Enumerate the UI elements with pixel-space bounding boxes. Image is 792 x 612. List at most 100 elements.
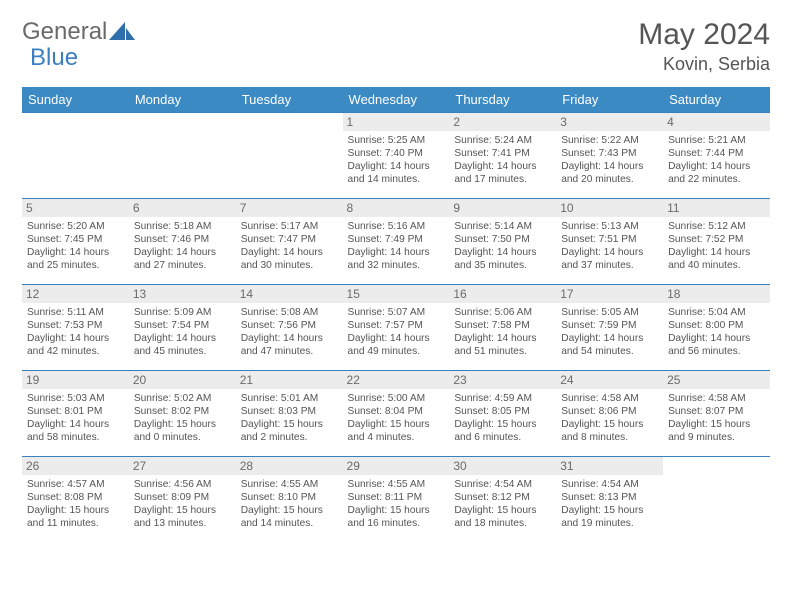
calendar-day: 7Sunrise: 5:17 AMSunset: 7:47 PMDaylight… — [236, 199, 343, 285]
day-detail: Sunrise: 5:13 AMSunset: 7:51 PMDaylight:… — [561, 220, 658, 272]
calendar-day: 25Sunrise: 4:58 AMSunset: 8:07 PMDayligh… — [663, 371, 770, 457]
day-detail: Sunrise: 5:01 AMSunset: 8:03 PMDaylight:… — [241, 392, 338, 444]
calendar-day: . — [129, 113, 236, 199]
day-detail: Sunrise: 5:16 AMSunset: 7:49 PMDaylight:… — [348, 220, 445, 272]
day-number: 20 — [129, 371, 236, 389]
day-number: 11 — [663, 199, 770, 217]
calendar-day: 3 Sunrise: 5:22 AMSunset: 7:43 PMDaylight… — [556, 113, 663, 199]
day-detail: Sunrise: 5:00 AMSunset: 8:04 PMDaylight:… — [348, 392, 445, 444]
day-number: 9 — [449, 199, 556, 217]
calendar-day: 2 Sunrise: 5:24 AMSunset: 7:41 PMDaylight… — [449, 113, 556, 199]
calendar-day: 9 Sunrise: 5:14 AMSunset: 7:50 PMDaylight… — [449, 199, 556, 285]
day-number: 24 — [556, 371, 663, 389]
day-number: 14 — [236, 285, 343, 303]
calendar-day: 24 Sunrise: 4:58 AMSunset: 8:06 PMDayligh… — [556, 371, 663, 457]
day-number: 7 — [236, 199, 343, 217]
calendar-day: 26 Sunrise: 4:57 AMSunset: 8:08 PMDayligh… — [22, 457, 129, 543]
day-detail: Sunrise: 4:58 AMSunset: 8:06 PMDaylight:… — [561, 392, 658, 444]
header: General May 2024 Kovin, Serbia — [22, 18, 770, 75]
day-detail: Sunrise: 5:14 AMSunset: 7:50 PMDaylight:… — [454, 220, 551, 272]
calendar-day: 27Sunrise: 4:56 AMSunset: 8:09 PMDayligh… — [129, 457, 236, 543]
calendar-day: 20 Sunrise: 5:02 AMSunset: 8:02 PMDayligh… — [129, 371, 236, 457]
calendar-day: 22 Sunrise: 5:00 AMSunset: 8:04 PMDayligh… — [343, 371, 450, 457]
calendar-day: 28 Sunrise: 4:55 AMSunset: 8:10 PMDayligh… — [236, 457, 343, 543]
weekday-wednesday: Wednesday — [343, 87, 450, 113]
day-detail: Sunrise: 5:03 AMSunset: 8:01 PMDaylight:… — [27, 392, 124, 444]
calendar-day: 18 Sunrise: 5:04 AMSunset: 8:00 PMDayligh… — [663, 285, 770, 371]
logo-sail-icon — [109, 22, 135, 42]
day-number: 28 — [236, 457, 343, 475]
day-number: 1 — [343, 113, 450, 131]
day-number: 29 — [343, 457, 450, 475]
calendar-day: 13Sunrise: 5:09 AMSunset: 7:54 PMDayligh… — [129, 285, 236, 371]
month-title: May 2024 — [638, 18, 770, 52]
calendar-day: 6Sunrise: 5:18 AMSunset: 7:46 PMDaylight… — [129, 199, 236, 285]
day-number: 31 — [556, 457, 663, 475]
day-number: 27 — [129, 457, 236, 475]
day-number: 16 — [449, 285, 556, 303]
calendar-week: 5 Sunrise: 5:20 AMSunset: 7:45 PMDaylight… — [22, 199, 770, 285]
day-detail: Sunrise: 5:05 AMSunset: 7:59 PMDaylight:… — [561, 306, 658, 358]
day-number: 12 — [22, 285, 129, 303]
day-number: 26 — [22, 457, 129, 475]
day-number: 23 — [449, 371, 556, 389]
day-number: 8 — [343, 199, 450, 217]
calendar-day: 31 Sunrise: 4:54 AMSunset: 8:13 PMDayligh… — [556, 457, 663, 543]
day-number: 10 — [556, 199, 663, 217]
day-detail: Sunrise: 5:04 AMSunset: 8:00 PMDaylight:… — [668, 306, 765, 358]
day-detail: Sunrise: 5:20 AMSunset: 7:45 PMDaylight:… — [27, 220, 124, 272]
day-number: 2 — [449, 113, 556, 131]
weekday-tuesday: Tuesday — [236, 87, 343, 113]
day-detail: Sunrise: 5:07 AMSunset: 7:57 PMDaylight:… — [348, 306, 445, 358]
calendar-day: . — [663, 457, 770, 543]
day-number: 19 — [22, 371, 129, 389]
calendar-week: ...1Sunrise: 5:25 AMSunset: 7:40 PMDayli… — [22, 113, 770, 199]
day-number: 13 — [129, 285, 236, 303]
day-detail: Sunrise: 4:55 AMSunset: 8:10 PMDaylight:… — [241, 478, 338, 530]
weekday-monday: Monday — [129, 87, 236, 113]
weekday-saturday: Saturday — [663, 87, 770, 113]
day-detail: Sunrise: 5:25 AMSunset: 7:40 PMDaylight:… — [348, 134, 445, 186]
day-number: 30 — [449, 457, 556, 475]
day-number: 18 — [663, 285, 770, 303]
calendar-day: 4Sunrise: 5:21 AMSunset: 7:44 PMDaylight… — [663, 113, 770, 199]
calendar-day: 29Sunrise: 4:55 AMSunset: 8:11 PMDayligh… — [343, 457, 450, 543]
day-detail: Sunrise: 5:11 AMSunset: 7:53 PMDaylight:… — [27, 306, 124, 358]
day-number: 3 — [556, 113, 663, 131]
day-number: 22 — [343, 371, 450, 389]
calendar-week: 12 Sunrise: 5:11 AMSunset: 7:53 PMDayligh… — [22, 285, 770, 371]
weekday-friday: Friday — [556, 87, 663, 113]
logo: General — [22, 18, 135, 46]
day-detail: Sunrise: 4:54 AMSunset: 8:12 PMDaylight:… — [454, 478, 551, 530]
calendar-day: 21Sunrise: 5:01 AMSunset: 8:03 PMDayligh… — [236, 371, 343, 457]
logo-word1: General — [22, 18, 107, 46]
day-detail: Sunrise: 5:21 AMSunset: 7:44 PMDaylight:… — [668, 134, 765, 186]
day-detail: Sunrise: 4:59 AMSunset: 8:05 PMDaylight:… — [454, 392, 551, 444]
title-block: May 2024 Kovin, Serbia — [638, 18, 770, 75]
calendar-day: 15 Sunrise: 5:07 AMSunset: 7:57 PMDayligh… — [343, 285, 450, 371]
calendar-week: 19 Sunrise: 5:03 AMSunset: 8:01 PMDayligh… — [22, 371, 770, 457]
day-number: 5 — [22, 199, 129, 217]
day-detail: Sunrise: 4:58 AMSunset: 8:07 PMDaylight:… — [668, 392, 765, 444]
day-detail: Sunrise: 4:57 AMSunset: 8:08 PMDaylight:… — [27, 478, 124, 530]
location: Kovin, Serbia — [638, 54, 770, 75]
day-detail: Sunrise: 4:54 AMSunset: 8:13 PMDaylight:… — [561, 478, 658, 530]
calendar-day: 8 Sunrise: 5:16 AMSunset: 7:49 PMDaylight… — [343, 199, 450, 285]
day-detail: Sunrise: 5:08 AMSunset: 7:56 PMDaylight:… — [241, 306, 338, 358]
day-detail: Sunrise: 5:22 AMSunset: 7:43 PMDaylight:… — [561, 134, 658, 186]
day-detail: Sunrise: 5:24 AMSunset: 7:41 PMDaylight:… — [454, 134, 551, 186]
day-number: 15 — [343, 285, 450, 303]
day-detail: Sunrise: 5:02 AMSunset: 8:02 PMDaylight:… — [134, 392, 231, 444]
calendar-head: SundayMondayTuesdayWednesdayThursdayFrid… — [22, 87, 770, 113]
weekday-thursday: Thursday — [449, 87, 556, 113]
weekday-sunday: Sunday — [22, 87, 129, 113]
day-number: 6 — [129, 199, 236, 217]
calendar-day: 11 Sunrise: 5:12 AMSunset: 7:52 PMDayligh… — [663, 199, 770, 285]
calendar-day: 17 Sunrise: 5:05 AMSunset: 7:59 PMDayligh… — [556, 285, 663, 371]
day-detail: Sunrise: 5:06 AMSunset: 7:58 PMDaylight:… — [454, 306, 551, 358]
day-detail: Sunrise: 5:12 AMSunset: 7:52 PMDaylight:… — [668, 220, 765, 272]
calendar-day: 16 Sunrise: 5:06 AMSunset: 7:58 PMDayligh… — [449, 285, 556, 371]
calendar-day: . — [22, 113, 129, 199]
day-number: 17 — [556, 285, 663, 303]
calendar-day: 23 Sunrise: 4:59 AMSunset: 8:05 PMDayligh… — [449, 371, 556, 457]
